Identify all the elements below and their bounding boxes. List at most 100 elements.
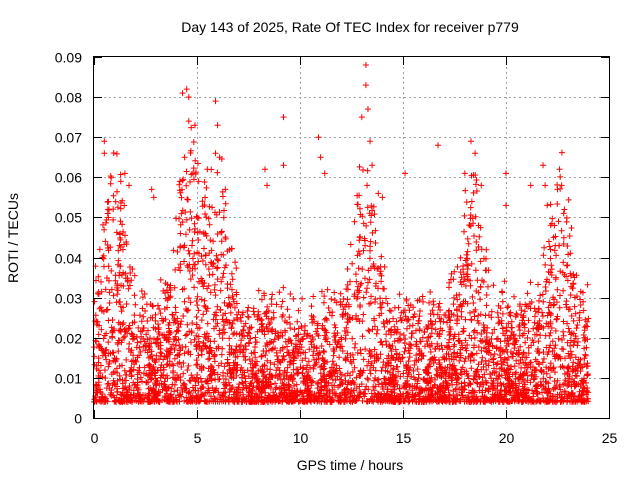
- roti-point: [329, 358, 336, 365]
- roti-point: [543, 370, 550, 377]
- roti-point: [337, 301, 344, 308]
- roti-point: [359, 333, 366, 340]
- roti-point: [468, 350, 475, 357]
- roti-point: [419, 334, 426, 341]
- roti-point: [505, 354, 512, 361]
- roti-point: [368, 212, 375, 219]
- roti-point: [97, 389, 104, 396]
- roti-point: [309, 352, 316, 359]
- roti-point: [222, 186, 229, 193]
- roti-point: [462, 257, 469, 264]
- roti-point: [198, 367, 205, 374]
- roti-point: [282, 329, 289, 336]
- roti-point: [293, 332, 300, 339]
- roti-point: [478, 359, 485, 366]
- roti-point: [571, 303, 578, 310]
- roti-point: [577, 296, 584, 303]
- roti-point: [427, 349, 434, 356]
- roti-point: [185, 295, 192, 302]
- roti-point: [271, 336, 278, 343]
- roti-point: [110, 349, 117, 356]
- roti-point: [201, 297, 208, 304]
- roti-point: [550, 386, 557, 393]
- roti-point: [499, 361, 506, 368]
- roti-point: [332, 324, 339, 331]
- axis-ticks: 00.010.020.030.040.050.060.070.080.090 5 1…: [55, 50, 618, 447]
- roti-point: [194, 394, 201, 401]
- roti-point: [174, 387, 181, 394]
- roti-point: [119, 197, 126, 204]
- roti-point: [221, 264, 228, 271]
- roti-outlier-point: [542, 182, 549, 189]
- roti-point: [570, 378, 577, 385]
- roti-point: [276, 289, 283, 296]
- roti-point: [187, 208, 194, 215]
- roti-point: [233, 289, 240, 296]
- roti-point: [202, 251, 209, 258]
- roti-point: [500, 330, 507, 337]
- roti-point: [465, 389, 472, 396]
- roti-point: [496, 391, 503, 398]
- roti-point: [258, 327, 265, 334]
- roti-point: [451, 331, 458, 338]
- roti-point: [348, 360, 355, 367]
- roti-point: [563, 262, 570, 269]
- roti-point: [119, 321, 126, 328]
- roti-point: [547, 269, 554, 276]
- roti-point: [581, 361, 588, 368]
- roti-point: [305, 332, 312, 339]
- roti-point: [465, 354, 472, 361]
- roti-point: [93, 338, 100, 345]
- roti-point: [397, 330, 404, 337]
- roti-point: [376, 312, 383, 319]
- roti-point: [167, 349, 174, 356]
- roti-point: [416, 297, 423, 304]
- roti-point: [120, 334, 127, 341]
- roti-point: [372, 282, 379, 289]
- roti-point: [441, 311, 448, 318]
- roti-point: [97, 362, 104, 369]
- roti-point: [406, 354, 413, 361]
- roti-point: [358, 280, 365, 287]
- roti-point: [582, 322, 589, 329]
- roti-point: [270, 314, 277, 321]
- roti-point: [168, 391, 175, 398]
- roti-point: [516, 349, 523, 356]
- roti-point: [327, 372, 334, 379]
- roti-point: [364, 279, 371, 286]
- roti-point: [562, 389, 569, 396]
- roti-point: [129, 265, 136, 272]
- roti-point: [198, 351, 205, 358]
- roti-point: [318, 377, 325, 384]
- roti-point: [365, 267, 372, 274]
- roti-point: [151, 370, 158, 377]
- roti-point: [344, 281, 351, 288]
- roti-point: [330, 345, 337, 352]
- roti-point: [205, 282, 212, 289]
- roti-point: [479, 337, 486, 344]
- roti-point: [509, 371, 516, 378]
- roti-point: [114, 291, 121, 298]
- roti-point: [137, 392, 144, 399]
- roti-point: [461, 358, 468, 365]
- roti-point: [291, 350, 298, 357]
- roti-point: [385, 352, 392, 359]
- roti-point: [352, 340, 359, 347]
- roti-point: [411, 311, 418, 318]
- roti-point: [556, 304, 563, 311]
- roti-point: [201, 179, 208, 186]
- roti-point: [484, 324, 491, 331]
- roti-point: [295, 307, 302, 314]
- roti-point: [548, 367, 555, 374]
- roti-point: [458, 380, 465, 387]
- roti-point: [98, 307, 105, 314]
- roti-point: [174, 371, 181, 378]
- roti-point: [112, 397, 119, 404]
- roti-point: [121, 367, 128, 374]
- roti-point: [328, 364, 335, 371]
- roti-point: [253, 391, 260, 398]
- roti-point: [315, 355, 322, 362]
- roti-point: [516, 327, 523, 334]
- roti-point: [211, 358, 218, 365]
- roti-outlier-point: [461, 170, 468, 177]
